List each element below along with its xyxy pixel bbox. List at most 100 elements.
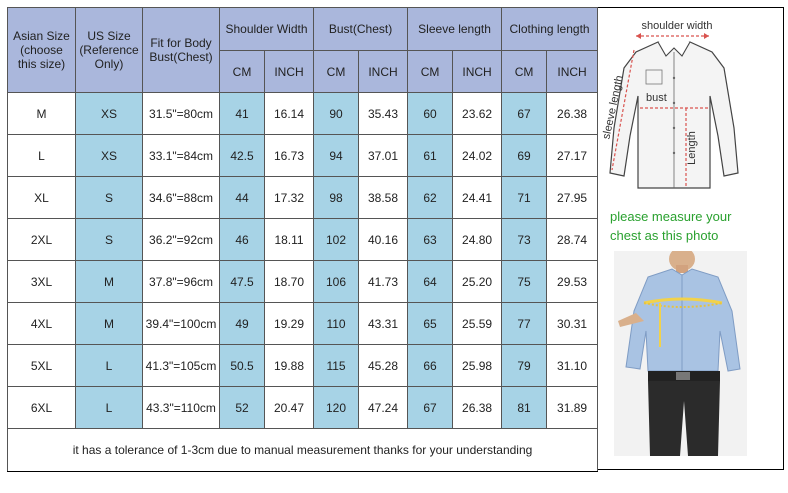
table-row: L XS 33.1"=84cm 42.5 16.73 94 37.01 61 24.02 69 27… [7, 134, 599, 177]
size-us-cell: XS [75, 92, 143, 135]
bust-cm-cell: 115 [313, 344, 360, 387]
sleeve-cm-cell: 63 [407, 218, 454, 261]
sleeve-inch-cell: 24.80 [452, 218, 503, 261]
tolerance-note: it has a tolerance of 1-3cm due to manua… [6, 428, 599, 472]
clothing-cm-cell: 75 [501, 260, 548, 303]
shoulder-inch-cell: 16.73 [263, 134, 315, 177]
size-us-cell: L [75, 344, 143, 387]
bust-cm-cell: 106 [313, 260, 360, 303]
bust-inch-cell: 47.24 [358, 386, 409, 429]
clothing-cm-cell: 77 [501, 302, 548, 345]
sleeve-cm-cell: 67 [407, 386, 454, 429]
clothing-inch-cell: 30.31 [546, 302, 599, 345]
clothing-inch-cell: 29.53 [546, 260, 599, 303]
shoulder-cm-cell: 49 [219, 302, 265, 345]
fit-bust-cell: 31.5"=80cm [142, 92, 220, 135]
shoulder-inch-cell: 19.29 [263, 302, 315, 345]
shoulder-cm-cell: 44 [219, 176, 265, 219]
shoulder-inch-cell: 16.14 [263, 92, 315, 135]
shoulder-cm-cell: 47.5 [219, 260, 265, 303]
header-bust: Bust(Chest) [313, 7, 409, 51]
size-us-cell: L [75, 386, 143, 429]
measure-instruction-line1: please measure your [610, 209, 732, 224]
size-asian-cell: 5XL [7, 344, 76, 387]
table-row: M XS 31.5"=80cm 41 16.14 90 35.43 60 23.62 67 26.3… [7, 92, 599, 135]
shirt-measurement-diagram: shoulder width bust Length sleeve length [600, 8, 753, 202]
table-row: XL S 34.6"=88cm 44 17.32 98 38.58 62 24.41 71 27.9… [7, 176, 599, 219]
table-row: 2XL S 36.2"=92cm 46 18.11 102 40.16 63 24.80 73 28… [7, 218, 599, 261]
header-clothing-length: Clothing length [501, 7, 599, 51]
bust-inch-cell: 38.58 [358, 176, 409, 219]
size-asian-cell: 6XL [7, 386, 76, 429]
clothing-inch-cell: 27.17 [546, 134, 599, 177]
clothing-inch-cell: 27.95 [546, 176, 599, 219]
clothing-cm-cell: 81 [501, 386, 548, 429]
header-shoulder-width: Shoulder Width [218, 7, 315, 51]
fit-bust-cell: 33.1"=84cm [142, 134, 220, 177]
bust-label: bust [646, 92, 667, 104]
bust-inch-cell: 37.01 [358, 134, 409, 177]
bust-inch-cell: 35.43 [358, 92, 409, 135]
sleeve-cm-cell: 65 [407, 302, 454, 345]
shoulder-width-label: shoulder width [642, 20, 713, 32]
size-us-cell: S [75, 176, 143, 219]
header-asian-size: Asian Size (choose this size) [7, 7, 76, 93]
header-fit-bust: Fit for Body Bust(Chest) [142, 7, 220, 93]
sleeve-inch-cell: 24.02 [452, 134, 503, 177]
table-row: 3XL M 37.8"=96cm 47.5 18.70 106 41.73 64 25.20 75… [7, 260, 599, 303]
bust-inch-cell: 43.31 [358, 302, 409, 345]
clothing-inch-cell: 26.38 [546, 92, 599, 135]
bust-cm-cell: 94 [313, 134, 360, 177]
clothing-cm-cell: 73 [501, 218, 548, 261]
bust-inch-cell: 40.16 [358, 218, 409, 261]
fit-bust-cell: 39.4"=100cm [142, 302, 220, 345]
bust-cm-cell: 102 [313, 218, 360, 261]
fit-bust-cell: 37.8"=96cm [142, 260, 220, 303]
subheader-inch: INCH [546, 50, 599, 93]
clothing-cm-cell: 79 [501, 344, 548, 387]
shoulder-cm-cell: 42.5 [219, 134, 265, 177]
sleeve-inch-cell: 24.41 [452, 176, 503, 219]
clothing-inch-cell: 31.89 [546, 386, 599, 429]
clothing-cm-cell: 67 [501, 92, 548, 135]
fit-bust-cell: 41.3"=105cm [142, 344, 220, 387]
size-us-cell: M [75, 260, 143, 303]
shoulder-inch-cell: 18.11 [263, 218, 315, 261]
sleeve-inch-cell: 26.38 [452, 386, 503, 429]
subheader-inch: INCH [358, 50, 409, 93]
clothing-inch-cell: 31.10 [546, 344, 599, 387]
size-asian-cell: XL [7, 176, 76, 219]
header-us-size: US Size (Reference Only) [75, 7, 143, 93]
sleeve-cm-cell: 66 [407, 344, 454, 387]
subheader-cm: CM [313, 50, 360, 93]
size-asian-cell: 4XL [7, 302, 76, 345]
size-us-cell: XS [75, 134, 143, 177]
sleeve-inch-cell: 25.20 [452, 260, 503, 303]
sleeve-cm-cell: 60 [407, 92, 454, 135]
subheader-cm: CM [407, 50, 454, 93]
length-label: Length [686, 131, 698, 165]
sleeve-cm-cell: 61 [407, 134, 454, 177]
bust-cm-cell: 110 [313, 302, 360, 345]
chest-measure-photo [614, 247, 747, 456]
subheader-inch: INCH [452, 50, 503, 93]
clothing-cm-cell: 71 [501, 176, 548, 219]
bust-cm-cell: 98 [313, 176, 360, 219]
sleeve-inch-cell: 23.62 [452, 92, 503, 135]
size-table: Asian Size (choose this size) US Size (R… [6, 7, 599, 472]
clothing-inch-cell: 28.74 [546, 218, 599, 261]
shoulder-cm-cell: 46 [219, 218, 265, 261]
measure-instruction: please measure your chest as this photo [610, 207, 760, 245]
sleeve-cm-cell: 64 [407, 260, 454, 303]
size-asian-cell: 2XL [7, 218, 76, 261]
clothing-cm-cell: 69 [501, 134, 548, 177]
shirt-diagram-svg: shoulder width bust Length sleeve length [600, 20, 739, 189]
subheader-inch: INCH [263, 50, 315, 93]
bust-inch-cell: 41.73 [358, 260, 409, 303]
shoulder-inch-cell: 20.47 [263, 386, 315, 429]
bust-cm-cell: 90 [313, 92, 360, 135]
header-sleeve-length: Sleeve length [407, 7, 503, 51]
shoulder-cm-cell: 52 [219, 386, 265, 429]
bust-cm-cell: 120 [313, 386, 360, 429]
bust-inch-cell: 45.28 [358, 344, 409, 387]
